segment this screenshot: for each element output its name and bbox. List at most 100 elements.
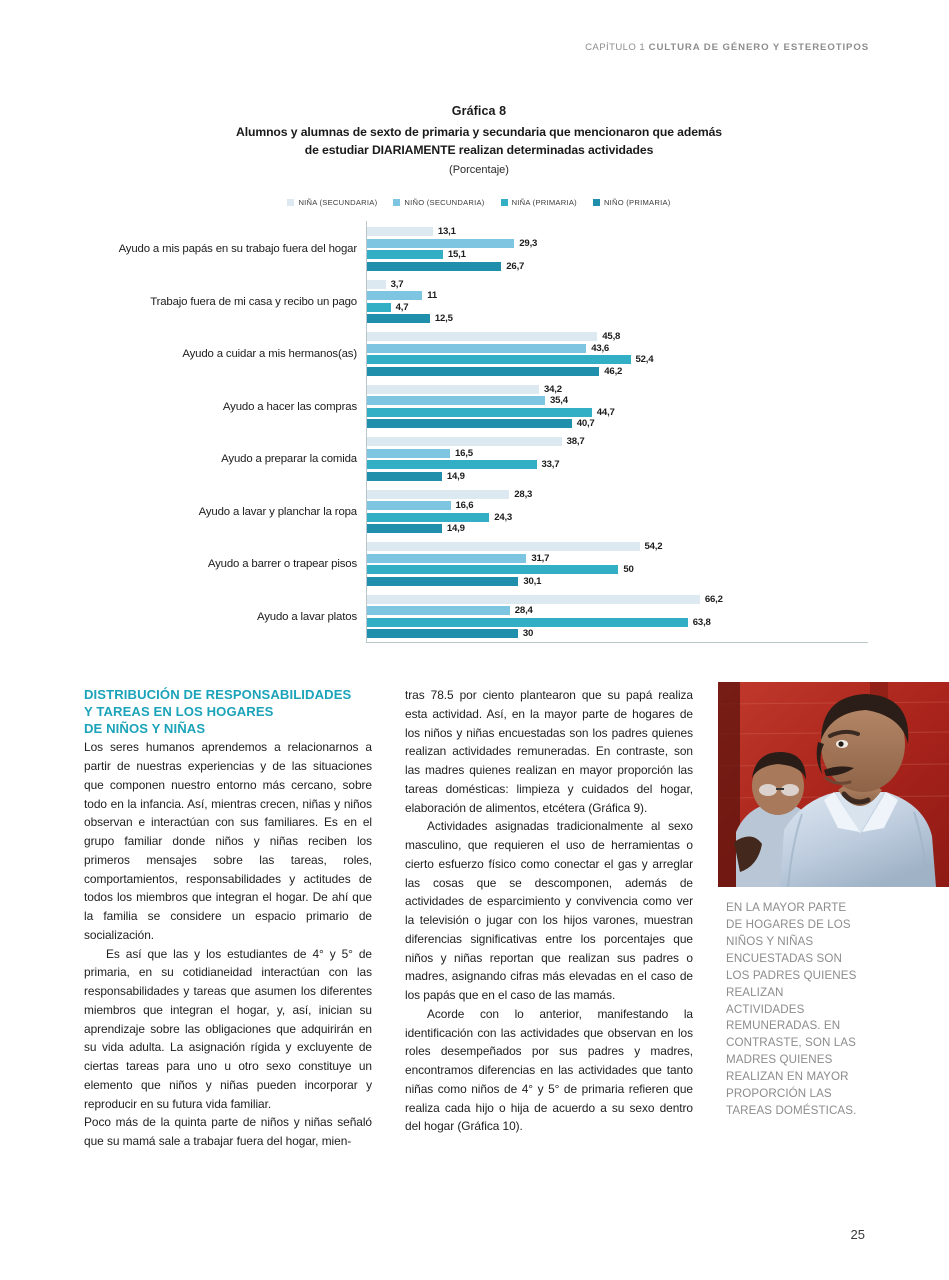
- foreground-person: [780, 694, 936, 887]
- chart-bar-value: 31,7: [531, 552, 550, 564]
- chart-bar: [367, 396, 545, 406]
- chart-bar-value: 28,4: [514, 605, 533, 617]
- chart-plot-inner: Ayudo a mis papás en su trabajo fuera de…: [119, 221, 868, 644]
- chart-bar: [367, 343, 587, 353]
- chart-bar: [367, 437, 562, 447]
- chart-bar-value: 46,2: [604, 365, 623, 377]
- chart-category-group: Trabajo fuera de mi casa y recibo un pag…: [150, 278, 868, 325]
- chart-title-line1: Alumnos y alumnas de sexto de primaria y…: [236, 125, 722, 139]
- chart-bar: [367, 501, 451, 511]
- paragraph: Poco más de la quinta parte de niños y n…: [84, 1115, 372, 1149]
- chart-category-label: Ayudo a preparar la comida: [221, 453, 357, 466]
- chart-bar: [367, 460, 537, 470]
- legend-label: NIÑA (PRIMARIA): [511, 198, 577, 208]
- chart-bar: [367, 291, 423, 301]
- chart-bar-value: 16,5: [455, 447, 473, 459]
- paragraph: Los seres humanos aprendemos a relaciona…: [84, 740, 372, 942]
- chart-bar-row: 38,7: [367, 436, 868, 448]
- chart-bar: [367, 279, 386, 289]
- chart-legend: NIÑA (SECUNDARIA) NIÑO (SECUNDARIA) NIÑA (…: [84, 198, 874, 207]
- chart-bar-row: 14,9: [367, 470, 868, 482]
- chart-title: Alumnos y alumnas de sexto de primaria y…: [174, 124, 784, 159]
- chart-caption: Gráfica 8 Alumnos y alumnas de sexto de …: [84, 104, 874, 176]
- chart-bar: [367, 366, 600, 376]
- chart-bar: [367, 471, 442, 481]
- chart-bar-row: 16,6: [367, 500, 868, 511]
- paragraph: Es así que las y los estudiantes de 4° y…: [84, 946, 372, 1111]
- chart-category-label: Ayudo a barrer o trapear pisos: [207, 558, 357, 571]
- chart-bar: [367, 332, 598, 342]
- legend-item: NIÑA (SECUNDARIA): [287, 198, 377, 207]
- chart-bar-row: 66,2: [367, 593, 868, 605]
- chart-bar: [367, 629, 518, 639]
- section-heading-line2: Y TAREAS EN LOS HOGARES: [84, 704, 274, 720]
- chart-bar: [367, 227, 433, 237]
- chart-bar: [367, 250, 443, 260]
- chart-bar-value: 44,7: [596, 406, 615, 418]
- running-head-chapter: CAPÍTULO 1: [585, 42, 646, 53]
- chart-bar-value: 38,7: [566, 436, 585, 448]
- chart-bar-row: 28,3: [367, 488, 868, 500]
- chart-bar-row: 46,2: [367, 365, 868, 377]
- chart-bar-row: 34,2: [367, 384, 868, 395]
- chart-category-group: Ayudo a barrer o trapear pisos 54,2 31,7 50…: [208, 541, 868, 587]
- chart-bar-row: 24,3: [367, 511, 868, 523]
- chart-category-group: Ayudo a lavar y planchar la ropa 28,3 16,6…: [199, 488, 868, 535]
- chart-bar: [367, 576, 519, 586]
- paragraph: Actividades asignadas tradicionalmente a…: [405, 819, 693, 1002]
- chart-category-label: Ayudo a lavar platos: [256, 610, 357, 623]
- chart-bar: [367, 261, 502, 271]
- chart-bar-row: 16,5: [367, 447, 868, 459]
- chart-figure: Gráfica 8 Alumnos y alumnas de sexto de …: [84, 104, 874, 644]
- chart-bar-row: 13,1: [367, 226, 868, 238]
- paragraph: tras 78.5 por ciento plantearon que su p…: [405, 688, 693, 815]
- chart-bar-value: 14,9: [446, 470, 465, 482]
- legend-swatch-icon: [393, 199, 401, 207]
- chart-bar-row: 29,3: [367, 238, 868, 249]
- chart-bar-value: 50: [623, 564, 634, 576]
- legend-swatch-icon: [592, 199, 600, 207]
- chart-bar-value: 3,7: [390, 278, 404, 290]
- chart-number-label: Gráfica 8: [451, 104, 507, 118]
- chart-bar-row: 30: [367, 628, 868, 640]
- chart-bar-value: 66,2: [704, 593, 723, 605]
- chart-bar-value: 30,1: [523, 575, 542, 587]
- chart-category-group: Ayudo a mis papás en su trabajo fuera de…: [119, 226, 868, 272]
- pull-quote: EN LA MAYOR PARTE DE HOGARES DE LOS NIÑO…: [726, 901, 857, 1118]
- chart-bar-value: 28,3: [514, 488, 533, 500]
- chart-bar-value: 35,4: [550, 395, 568, 407]
- chart-bar-row: 15,1: [367, 249, 868, 260]
- chart-bar-value: 40,7: [576, 418, 595, 430]
- chart-bar: [367, 489, 510, 499]
- chart-bar-value: 33,7: [541, 459, 560, 471]
- chart-bar: [367, 524, 442, 534]
- body-column-right: tras 78.5 por ciento plantearon que su p…: [405, 686, 693, 1136]
- chart-bar-value: 30: [522, 628, 534, 640]
- chart-bar-value: 13,1: [437, 226, 456, 238]
- photo-graphic: [718, 682, 949, 887]
- chart-bar: [367, 606, 510, 616]
- chart-bar-value: 54,2: [644, 541, 663, 553]
- chart-bar-row: 12,5: [367, 313, 868, 324]
- running-head: CAPÍTULO 1 CULTURA DE GÉNERO Y ESTEREOTI…: [585, 42, 869, 53]
- chart-category-group: Ayudo a lavar platos 66,2 28,4 63,8 30: [257, 593, 868, 640]
- chart-bar: [367, 512, 490, 522]
- chart-bar-row: 28,4: [367, 605, 868, 617]
- legend-swatch-icon: [287, 199, 295, 207]
- chart-bar: [367, 448, 450, 458]
- chart-bar-row: 4,7: [367, 302, 868, 313]
- chart-bar-value: 43,6: [591, 342, 610, 354]
- chart-bar-value: 24,3: [494, 511, 513, 523]
- chart-bar-row: 35,4: [367, 395, 868, 407]
- chart-subtitle: (Porcentaje): [449, 164, 509, 177]
- section-heading: DISTRIBUCIÓN DE RESPONSABILIDADES Y TARE…: [84, 686, 372, 737]
- chart-bar-value: 11: [427, 290, 438, 302]
- paragraph: Acorde con lo anterior, manifestando la …: [405, 1006, 693, 1134]
- chart-bar-row: 11: [367, 290, 868, 302]
- chart-bar: [367, 384, 539, 394]
- chart-bar-value: 52,4: [635, 354, 654, 366]
- chart-category-label: Ayudo a cuidar a mis hermanos(as): [182, 348, 357, 361]
- chart-bar-row: 33,7: [367, 459, 868, 471]
- chart-bar: [367, 302, 391, 312]
